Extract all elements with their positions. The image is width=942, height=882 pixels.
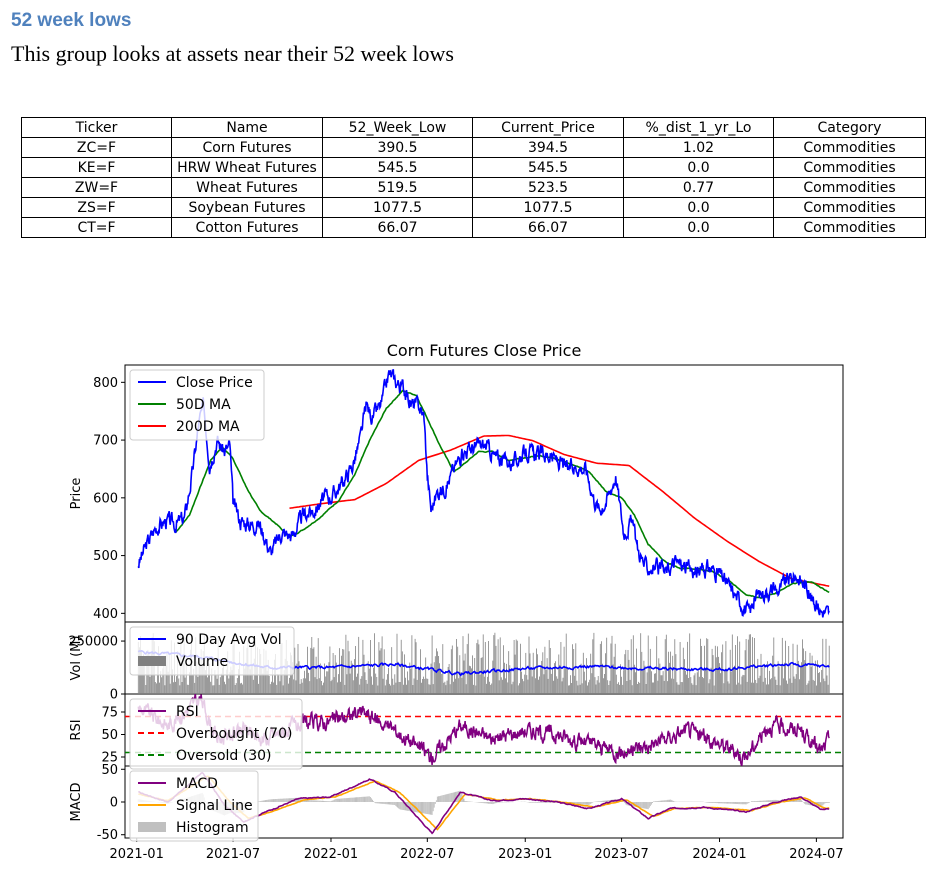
table-cell: 1.02 — [623, 137, 774, 158]
table-cell: Commodities — [773, 177, 926, 198]
x-tick-label: 2022-01 — [304, 847, 358, 862]
volume-legend — [129, 626, 295, 676]
x-tick-label: 2021-07 — [206, 847, 260, 862]
table-row: ZS=F Soybean Futures 1077.5 1077.5 0.0 C… — [21, 197, 926, 218]
table-cell: Corn Futures — [171, 137, 323, 158]
table-cell: 394.5 — [472, 137, 624, 158]
table-cell: 0.0 — [623, 217, 774, 238]
x-tick-label: 2024-01 — [692, 847, 746, 862]
y-tick-label: 0 — [110, 688, 118, 703]
x-tick-label: 2022-07 — [400, 847, 454, 862]
column-header: 52_Week_Low — [322, 117, 473, 138]
table-cell: HRW Wheat Futures — [171, 157, 323, 178]
table-cell: 519.5 — [322, 177, 473, 198]
table-cell: Cotton Futures — [171, 217, 323, 238]
column-header: Ticker — [21, 117, 172, 138]
x-tick-label: 2023-07 — [594, 847, 648, 862]
table-cell: Commodities — [773, 137, 926, 158]
lows-table: Ticker Name 52_Week_Low Current_Price %_… — [21, 117, 926, 238]
table-cell: Soybean Futures — [171, 197, 323, 218]
table-row: CT=F Cotton Futures 66.07 66.07 0.0 Comm… — [21, 217, 926, 238]
legend-label: Histogram — [176, 820, 249, 836]
table-cell: ZW=F — [21, 177, 172, 198]
table-cell: 523.5 — [472, 177, 624, 198]
y-tick-label: 700 — [93, 434, 118, 449]
table-header-row: Ticker Name 52_Week_Low Current_Price %_… — [21, 117, 926, 138]
corn-futures-chart: Corn Futures Close Price400500600700800P… — [68, 341, 843, 862]
table-cell: KE=F — [21, 157, 172, 178]
y-tick-label: -50 — [97, 828, 118, 843]
close-price-line — [137, 369, 830, 618]
rsi-legend — [129, 698, 303, 770]
y-axis-label: Price — [69, 478, 84, 510]
table-cell: CT=F — [21, 217, 172, 238]
x-tick-label: 2024-07 — [789, 847, 843, 862]
table-row: ZW=F Wheat Futures 519.5 523.5 0.77 Comm… — [21, 177, 926, 198]
legend-label: 200D MA — [176, 419, 240, 435]
y-tick-label: 600 — [93, 491, 118, 506]
table-cell: 1077.5 — [322, 197, 473, 218]
table-cell: 66.07 — [322, 217, 473, 238]
table-cell: Wheat Futures — [171, 177, 323, 198]
column-header: %_dist_1_yr_Lo — [623, 117, 774, 138]
legend-label: 90 Day Avg Vol — [176, 632, 282, 648]
legend-swatch — [138, 822, 166, 832]
table-cell: 1077.5 — [472, 197, 624, 218]
legend-label: Close Price — [176, 375, 253, 391]
y-tick-label: 500 — [93, 549, 118, 564]
table-row: KE=F HRW Wheat Futures 545.5 545.5 0.0 C… — [21, 157, 926, 178]
table-cell: Commodities — [773, 217, 926, 238]
table-cell: Commodities — [773, 157, 926, 178]
y-axis-label: Vol (M) — [69, 636, 84, 681]
legend-swatch — [138, 656, 166, 666]
macd-panel — [137, 771, 830, 835]
y-tick-label: 400 — [93, 607, 118, 622]
x-tick-label: 2023-01 — [498, 847, 552, 862]
y-tick-label: 50 — [101, 728, 118, 743]
y-tick-label: 75 — [101, 706, 118, 721]
column-header: Current_Price — [472, 117, 624, 138]
legend-label: Overbought (70) — [176, 726, 292, 742]
table-cell: 0.77 — [623, 177, 774, 198]
chart-title: Corn Futures Close Price — [387, 341, 582, 360]
section-description: This group looks at assets near their 52… — [11, 41, 454, 66]
y-axis-label: RSI — [69, 719, 84, 740]
table-cell: 545.5 — [322, 157, 473, 178]
x-tick-label: 2021-01 — [110, 847, 164, 862]
price-panel — [137, 369, 830, 618]
ma50-line — [174, 389, 830, 599]
table-cell: 545.5 — [472, 157, 624, 178]
y-tick-label: 50 — [101, 763, 118, 778]
ma200-line — [289, 434, 830, 587]
legend-label: Oversold (30) — [176, 748, 272, 764]
table-cell: 390.5 — [322, 137, 473, 158]
legend-label: RSI — [176, 704, 199, 720]
section-heading: 52 week lows — [11, 10, 132, 31]
table-cell: 0.0 — [623, 197, 774, 218]
legend-label: 50D MA — [176, 397, 231, 413]
y-axis-label: MACD — [69, 783, 84, 822]
table-row: ZC=F Corn Futures 390.5 394.5 1.02 Commo… — [21, 137, 926, 158]
table-cell: ZS=F — [21, 197, 172, 218]
y-tick-label: 800 — [93, 376, 118, 391]
table-cell: 0.0 — [623, 157, 774, 178]
column-header: Category — [773, 117, 926, 138]
y-tick-label: 0 — [110, 796, 118, 811]
column-header: Name — [171, 117, 323, 138]
table-cell: ZC=F — [21, 137, 172, 158]
legend-label: Volume — [176, 654, 228, 670]
legend-label: Signal Line — [176, 798, 253, 814]
y-tick-label: 250000 — [68, 635, 118, 650]
price-legend — [129, 369, 265, 441]
y-tick-label: 25 — [101, 751, 118, 766]
table-cell: Commodities — [773, 197, 926, 218]
table-cell: 66.07 — [472, 217, 624, 238]
legend-label: MACD — [176, 776, 218, 792]
